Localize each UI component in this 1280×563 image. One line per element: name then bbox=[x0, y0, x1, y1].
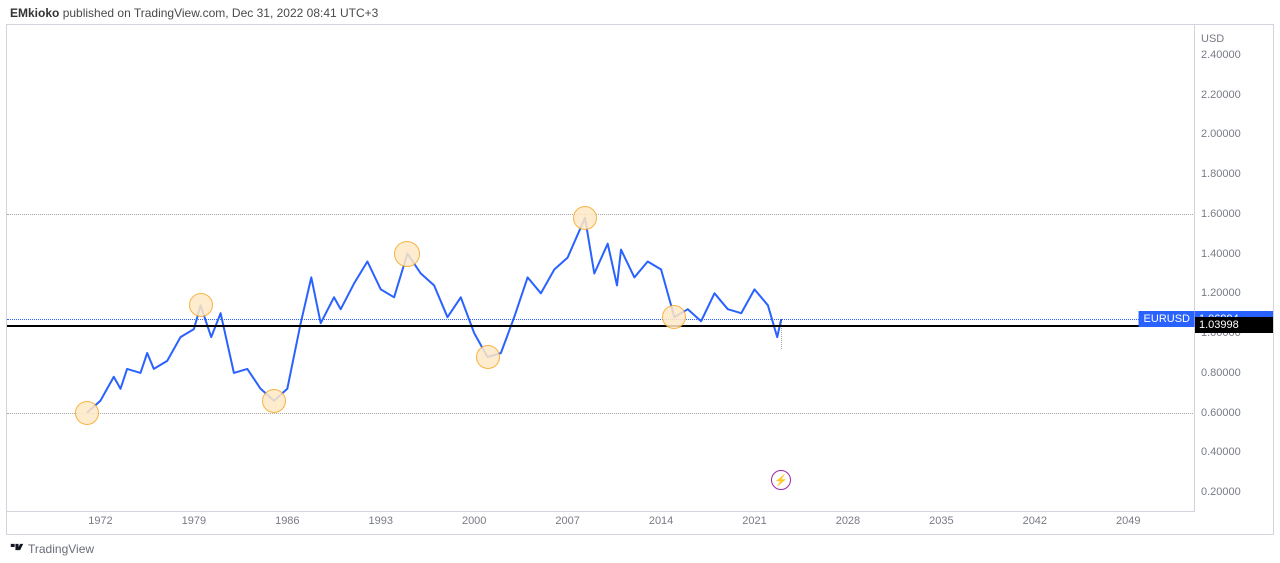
pivot-marker bbox=[662, 305, 686, 329]
x-tick-label: 1993 bbox=[369, 515, 393, 527]
x-tick-label: 2014 bbox=[649, 515, 673, 527]
lightning-icon[interactable]: ⚡ bbox=[771, 470, 791, 490]
cursor-vertical-line bbox=[781, 319, 782, 349]
y-tick-label: 1.20000 bbox=[1201, 287, 1241, 299]
y-tick-label: 1.40000 bbox=[1201, 248, 1241, 260]
publish-middle: published on TradingView.com, bbox=[63, 6, 229, 20]
y-tick-label: 0.80000 bbox=[1201, 367, 1241, 379]
x-tick-label: 2021 bbox=[742, 515, 766, 527]
horizontal-line bbox=[7, 325, 1195, 327]
branding-footer: TradingView bbox=[10, 540, 94, 557]
pivot-marker bbox=[476, 345, 500, 369]
publish-timestamp: Dec 31, 2022 08:41 UTC+3 bbox=[232, 6, 378, 20]
pivot-marker bbox=[262, 389, 286, 413]
pivot-marker bbox=[189, 293, 213, 317]
x-tick-label: 2049 bbox=[1116, 515, 1140, 527]
horizontal-line bbox=[7, 214, 1195, 215]
x-tick-label: 1986 bbox=[275, 515, 299, 527]
branding-label: TradingView bbox=[28, 542, 94, 556]
y-axis-title: USD bbox=[1201, 33, 1224, 45]
x-tick-label: 2035 bbox=[929, 515, 953, 527]
y-tick-label: 1.80000 bbox=[1201, 168, 1241, 180]
y-axis[interactable]: USD0.200000.400000.600000.800001.000001.… bbox=[1194, 25, 1273, 512]
publish-header: EMkioko published on TradingView.com, De… bbox=[10, 6, 378, 20]
x-tick-label: 1972 bbox=[88, 515, 112, 527]
pivot-marker bbox=[75, 401, 99, 425]
x-tick-label: 2042 bbox=[1023, 515, 1047, 527]
close-price-tag: 1.03998 bbox=[1195, 317, 1273, 333]
tradingview-logo-icon bbox=[10, 540, 24, 557]
chart-plot-area[interactable]: ⚡ bbox=[7, 25, 1195, 512]
x-tick-label: 2007 bbox=[555, 515, 579, 527]
x-tick-label: 1979 bbox=[182, 515, 206, 527]
y-tick-label: 2.20000 bbox=[1201, 89, 1241, 101]
y-tick-label: 0.20000 bbox=[1201, 486, 1241, 498]
y-tick-label: 0.60000 bbox=[1201, 407, 1241, 419]
y-tick-label: 2.40000 bbox=[1201, 49, 1241, 61]
publisher-username: EMkioko bbox=[10, 6, 59, 20]
x-tick-label: 2028 bbox=[836, 515, 860, 527]
symbol-tag: EURUSD bbox=[1139, 311, 1195, 327]
horizontal-line bbox=[7, 413, 1195, 414]
y-tick-label: 0.40000 bbox=[1201, 446, 1241, 458]
pivot-marker bbox=[394, 241, 420, 267]
x-axis[interactable]: 1972 1979 1986 1993 2000 2007 2014 2021 2028 2035… bbox=[7, 511, 1195, 534]
chart-frame: ⚡ USD0.200000.400000.600000.800001.00000… bbox=[6, 24, 1274, 535]
x-tick-label: 2000 bbox=[462, 515, 486, 527]
price-line-svg bbox=[7, 25, 1195, 512]
y-tick-label: 2.00000 bbox=[1201, 128, 1241, 140]
pivot-marker bbox=[573, 206, 597, 230]
horizontal-line bbox=[7, 319, 1195, 320]
y-tick-label: 1.60000 bbox=[1201, 208, 1241, 220]
